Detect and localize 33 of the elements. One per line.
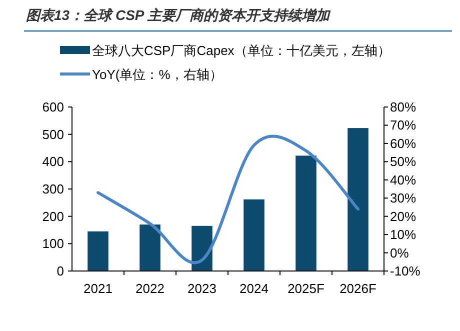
x-tick-label: 2024 [240,281,268,296]
x-tick-label: 2025F [288,281,324,296]
x-tick-label: 2023 [188,281,216,296]
y2-tick-label: 30% [390,190,416,206]
y2-tick-label: 70% [390,118,416,133]
bar [140,224,160,271]
legend-item: 全球八大CSP厂商Capex（单位：十亿美元，左轴） [60,43,390,58]
y2-tick-label: 0% [390,245,410,260]
y2-tick-label: 80% [390,100,416,114]
chart-title: 图表13：全球 CSP 主要厂商的资本开支持续增加 [26,7,332,23]
bar [88,231,108,271]
y-tick-label: 500 [42,126,64,142]
y-tick-label: 300 [42,182,64,196]
bar [348,128,368,271]
y-tick-label: 200 [42,208,64,224]
y-tick-label: 400 [42,154,64,170]
y2-tick-label: 10% [390,227,416,242]
x-tick-label: 2026F [340,281,376,296]
y-tick-label: 600 [42,100,64,114]
bar [244,199,264,271]
y2-tick-label: -10% [390,264,421,278]
bar [296,156,316,271]
legend-label: YoY(单位：%，右轴） [92,67,222,82]
legend-item: YoY(单位：%，右轴） [60,67,222,82]
y-tick-label: 0 [56,264,64,278]
bar [192,226,212,271]
x-tick-label: 2022 [136,281,164,296]
y2-tick-label: 20% [390,208,416,224]
y2-tick-label: 60% [390,136,416,151]
y2-tick-label: 40% [390,172,416,188]
x-tick-label: 2021 [84,281,112,296]
y-tick-label: 100 [42,236,64,252]
y2-tick-label: 50% [390,154,416,170]
